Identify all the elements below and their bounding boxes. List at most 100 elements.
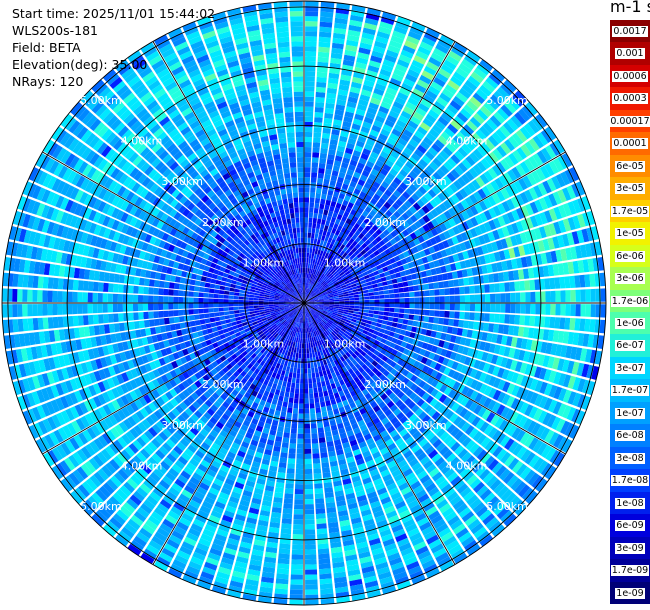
range-gate-cell: [158, 303, 164, 311]
range-gate-cell: [198, 286, 205, 293]
range-gate-cell: [190, 170, 199, 180]
range-gate-cell: [474, 392, 483, 403]
range-gate-cell: [345, 364, 352, 371]
range-gate-cell: [220, 110, 232, 119]
range-gate-cell: [257, 282, 263, 287]
range-gate-cell: [281, 518, 292, 525]
range-gate-cell: [137, 422, 147, 433]
range-gate-cell: [293, 367, 297, 374]
range-gate-cell: [313, 362, 318, 368]
range-gate-cell: [137, 467, 149, 479]
range-gate-cell: [77, 303, 83, 314]
range-gate-cell: [329, 333, 335, 339]
range-gate-cell: [289, 335, 293, 342]
range-gate-cell: [302, 303, 304, 308]
range-gate-cell: [525, 490, 538, 505]
range-gate-cell: [291, 377, 296, 384]
range-gate-cell: [226, 235, 233, 243]
range-gate-cell: [284, 328, 289, 334]
range-gate-cell: [313, 306, 319, 310]
range-gate-cell: [140, 91, 153, 103]
range-gate-cell: [302, 338, 304, 344]
range-gate-cell: [429, 360, 438, 369]
range-gate-cell: [324, 330, 330, 336]
range-gate-cell: [93, 370, 102, 382]
range-gate-cell: [217, 329, 224, 336]
range-gate-cell: [198, 385, 207, 394]
range-gate-cell: [344, 370, 351, 377]
range-gate-cell: [541, 444, 552, 459]
range-gate-cell: [184, 448, 194, 458]
range-gate-cell: [310, 362, 314, 368]
range-gate-cell: [263, 301, 269, 303]
range-gate-cell: [138, 396, 148, 407]
range-gate-cell: [358, 344, 365, 351]
range-gate-cell: [431, 471, 443, 482]
range-gate-cell: [208, 243, 216, 250]
range-gate-cell: [178, 365, 186, 373]
range-gate-cell: [177, 263, 185, 270]
range-gate-cell: [257, 229, 264, 236]
range-gate-cell: [382, 334, 389, 340]
range-gate-cell: [259, 354, 266, 360]
range-gate-cell: [558, 388, 567, 402]
range-gate-cell: [379, 366, 386, 374]
range-gate-cell: [424, 303, 430, 310]
range-gate-cell: [138, 320, 145, 329]
range-gate-cell: [373, 349, 380, 356]
range-gate-cell: [127, 359, 135, 369]
range-gate-cell: [293, 291, 298, 296]
range-gate-cell: [205, 248, 213, 255]
range-gate-cell: [281, 311, 286, 315]
range-gate-cell: [210, 337, 217, 344]
range-gate-cell: [260, 383, 267, 391]
range-gate-cell: [116, 221, 125, 232]
range-gate-cell: [212, 91, 224, 101]
range-gate-cell: [277, 379, 283, 386]
range-gate-cell: [369, 337, 376, 343]
range-gate-cell: [270, 403, 277, 410]
range-gate-cell: [440, 348, 448, 357]
range-gate-cell: [277, 323, 283, 328]
range-gate-cell: [329, 345, 334, 351]
range-gate-cell: [283, 376, 288, 382]
range-gate-cell: [290, 325, 294, 331]
range-gate-cell: [309, 316, 313, 322]
range-gate-cell: [234, 385, 242, 393]
range-gate-cell: [237, 551, 250, 559]
range-gate-cell: [168, 260, 175, 268]
range-gate-cell: [486, 496, 499, 508]
range-gate-cell: [10, 349, 19, 364]
range-gate-cell: [176, 441, 187, 452]
range-gate-cell: [359, 407, 367, 415]
range-gate-cell: [210, 510, 222, 519]
range-gate-cell: [204, 473, 215, 482]
range-gate-cell: [110, 333, 117, 343]
range-gate-cell: [535, 478, 548, 493]
range-gate-cell: [213, 331, 220, 337]
range-gate-cell: [290, 296, 295, 299]
range-gate-cell: [154, 34, 169, 46]
range-gate-cell: [165, 225, 173, 234]
range-gate-cell: [13, 334, 21, 348]
range-gate-cell: [181, 380, 190, 389]
range-gate-cell: [532, 328, 540, 340]
range-gate-cell: [245, 380, 252, 388]
range-gate-cell: [130, 539, 144, 552]
range-gate-cell: [524, 315, 531, 326]
range-gate-cell: [291, 423, 298, 429]
range-gate-cell: [411, 326, 418, 333]
range-gate-cell: [355, 536, 367, 544]
range-gate-cell: [213, 289, 220, 294]
range-gate-cell: [534, 380, 543, 393]
range-gate-cell: [226, 378, 233, 385]
range-gate-cell: [470, 522, 484, 535]
range-gate-cell: [306, 322, 308, 328]
range-gate-cell: [236, 182, 245, 190]
range-gate-cell: [319, 442, 327, 449]
range-gate-cell: [231, 523, 244, 532]
range-gate-cell: [78, 327, 86, 338]
range-gate-cell: [520, 338, 528, 350]
range-gate-cell: [178, 296, 184, 303]
range-gate-cell: [324, 342, 329, 348]
